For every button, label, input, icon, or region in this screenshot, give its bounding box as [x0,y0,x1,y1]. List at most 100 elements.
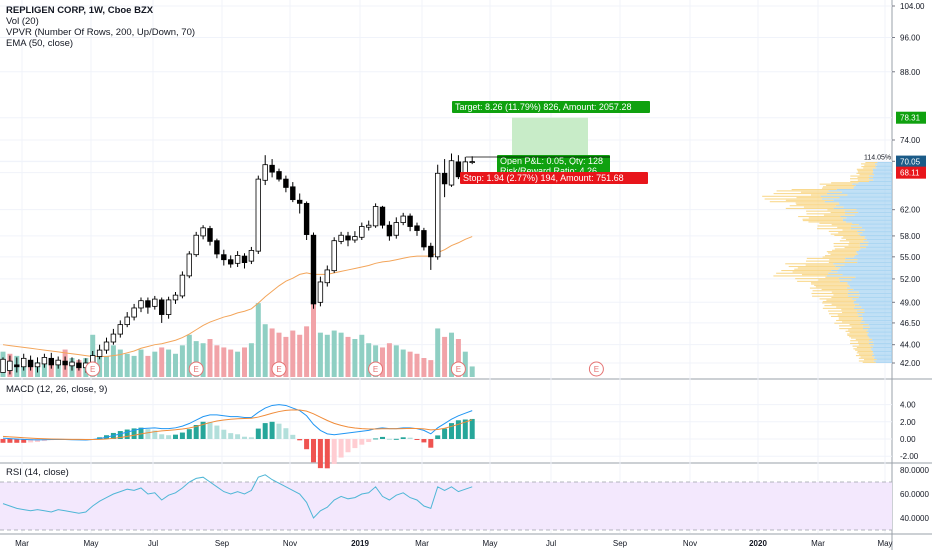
vpvr-bar [844,260,892,262]
legend-ema[interactable]: EMA (50, close) [6,38,74,49]
candle-body [124,316,130,326]
vpvr-bar [831,182,859,184]
rsi-legend[interactable]: RSI (14, close) [6,467,69,478]
position-open-label: Open P&L: 0.05, Qty: 128 [500,156,603,166]
vpvr-bar [856,252,892,254]
time-label: Mar [811,539,825,548]
volume-bar [380,347,385,377]
vpvr-bar [835,265,892,268]
vpvr-bar [875,166,892,168]
legend-symbol[interactable]: REPLIGEN CORP, 1W, Cboe BZX [6,5,154,16]
vpvr-bar [873,171,892,173]
vpvr-bar [847,283,892,285]
vpvr-bar [785,199,834,201]
candle-body [317,281,324,303]
vpvr-bar [844,247,866,249]
vpvr-bar [838,202,892,204]
vpvr-bar [843,236,866,238]
vpvr-bar [851,337,870,339]
main-legend: REPLIGEN CORP, 1W, Cboe BZX Vol (20) VPV… [6,5,195,49]
candle-body [7,360,13,371]
vpvr-bar [855,355,873,357]
vpvr-bar [876,359,892,361]
ema-line [2,236,473,357]
vpvr-bar [839,280,892,282]
vpvr-bar [864,311,892,313]
candle-body [276,171,282,180]
vpvr-bar [853,348,871,350]
vpvr-bar [826,193,892,195]
vpvr-bar [873,179,892,181]
vpvr-bar [852,298,892,300]
vpvr-bar [856,352,873,354]
volume-bar [242,347,247,377]
vpvr-bar [873,351,892,353]
vpvr-bar [841,309,865,311]
candle-body [110,333,117,343]
vpvr-bar [858,211,892,214]
vpvr-bar [797,280,840,282]
volume-bar [393,345,399,377]
volume-bar [186,334,192,377]
vpvr-bar [872,346,892,349]
vpvr-bar [819,222,853,224]
macd-histogram-bar [262,423,268,439]
volume-bar [311,284,316,377]
macd-legend[interactable]: MACD (12, 26, close, 9) [6,384,108,395]
volume-bar [173,353,178,377]
volume-bar [366,343,372,377]
time-label: Nov [283,539,297,548]
volume-bar [469,366,475,377]
vpvr-bar [853,187,892,189]
vpvr-bar [801,274,843,276]
macd-histogram-bar [462,419,468,439]
vpvr-bar [862,232,892,234]
macd-histogram-bar [290,434,296,439]
candle-body [221,254,227,261]
macd-histogram-bar [331,439,337,464]
vpvr-bar [850,228,892,230]
vpvr-bar [785,207,834,209]
vpvr-bar [862,361,876,363]
macd-histogram-bar [304,439,310,450]
candle-body [262,164,268,181]
vpvr-bar [820,195,892,197]
vpvr-bar [833,243,860,245]
vpvr-bar [862,325,892,327]
vpvr-bar [860,234,892,236]
volume-bar [331,330,337,377]
macd-histogram-bar [345,439,351,453]
vpvr-bar [833,263,892,265]
vpvr-bar [814,284,850,286]
candle-body [303,202,310,235]
price-label: 46.50 [900,319,921,328]
time-label: Mar [15,539,29,548]
vpvr-bar [856,310,892,312]
vpvr-bar [828,230,858,232]
earnings-marker-label: E [276,365,281,374]
vpvr-bar [800,191,842,193]
vpvr-bar [868,336,892,338]
vpvr-bar [831,270,892,272]
vpvr-bar [828,310,857,312]
legend-vpvr[interactable]: VPVR (Number Of Rows, 200, Up/Down, 70) [6,27,196,38]
candle-body [41,357,48,365]
vpvr-bar [822,307,854,309]
macd-histogram-bar [366,439,372,443]
vpvr-bar [852,345,871,347]
candle-body [207,228,213,242]
macd-axis-label: 4.00 [900,401,916,410]
vpvr-bar [853,288,892,290]
vpvr-bar [857,230,892,232]
vpvr-bar [855,338,873,340]
vpvr-bar [876,164,892,166]
vpvr-bar [825,276,856,278]
macd-histogram-bar [380,436,385,439]
vpvr-bar [864,229,892,231]
vpvr-bar [841,237,865,239]
candle-body [193,234,199,256]
legend-volume[interactable]: Vol (20) [6,16,39,27]
vpvr-bar [850,286,892,288]
volume-bar [117,349,123,377]
